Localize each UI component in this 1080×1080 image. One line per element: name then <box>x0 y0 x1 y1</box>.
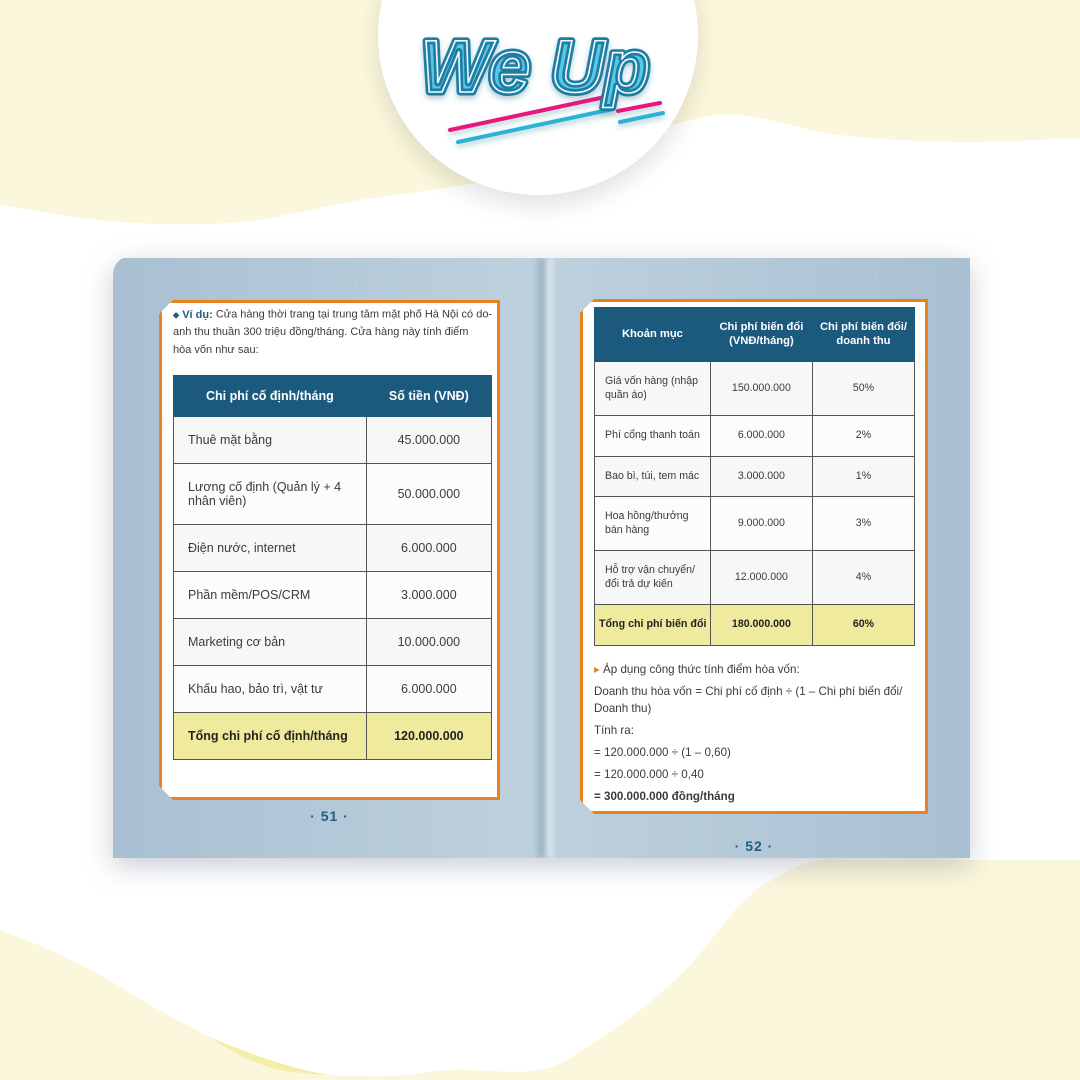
svg-text:7: 7 <box>873 282 878 292</box>
svg-text:7: 7 <box>208 270 213 280</box>
svg-text:5: 5 <box>453 264 458 274</box>
svg-text:0: 0 <box>923 822 928 832</box>
svg-text:5: 5 <box>253 289 258 299</box>
svg-text:We Up: We Up <box>421 25 650 108</box>
svg-text:0: 0 <box>453 276 458 286</box>
svg-text:2: 2 <box>453 288 458 298</box>
svg-text:8: 8 <box>253 277 258 287</box>
svg-text:3: 3 <box>208 282 213 292</box>
svg-text:2: 2 <box>253 265 258 275</box>
svg-text:3: 3 <box>873 270 878 280</box>
svg-text:9: 9 <box>353 268 358 278</box>
svg-text:1: 1 <box>353 280 358 290</box>
